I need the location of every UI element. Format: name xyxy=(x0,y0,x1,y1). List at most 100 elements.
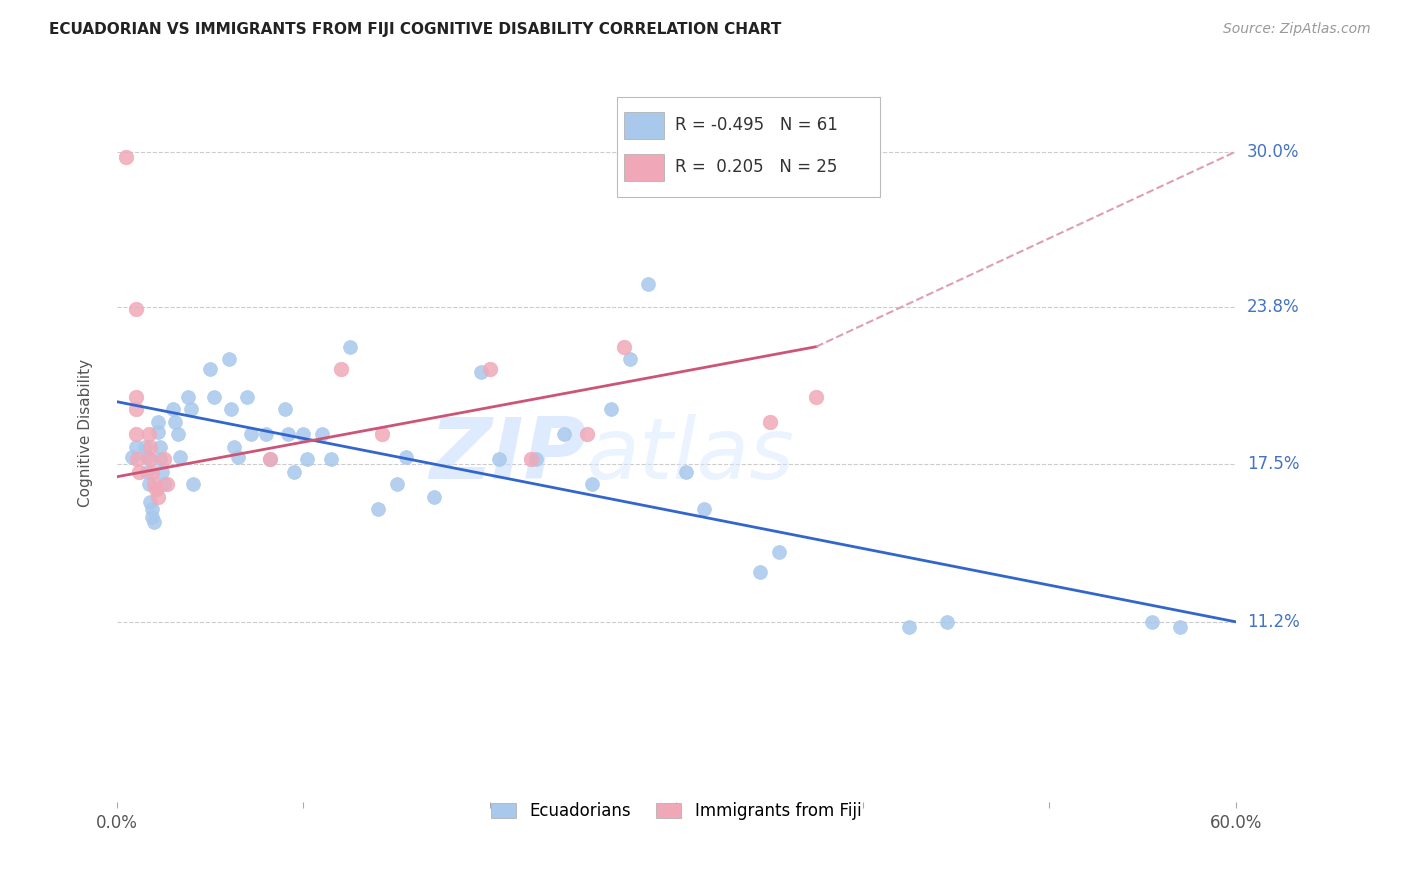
Point xyxy=(581,477,603,491)
Point xyxy=(162,402,184,417)
Text: 30.0%: 30.0% xyxy=(1247,143,1299,161)
Point xyxy=(121,450,143,464)
Point xyxy=(526,452,548,467)
Point xyxy=(804,390,827,404)
Point xyxy=(169,450,191,464)
Point xyxy=(675,465,697,479)
Point xyxy=(1140,615,1163,629)
Point xyxy=(385,477,408,491)
Point xyxy=(146,425,169,439)
Point xyxy=(124,390,146,404)
Point xyxy=(124,427,146,442)
Point xyxy=(138,427,160,442)
Point xyxy=(619,352,641,367)
Point xyxy=(277,427,299,442)
Point xyxy=(139,495,162,509)
Point xyxy=(128,465,150,479)
Point xyxy=(470,365,492,379)
Point xyxy=(143,515,166,529)
Point xyxy=(177,390,200,404)
Point xyxy=(218,352,240,367)
Point xyxy=(224,440,246,454)
Point xyxy=(219,402,242,417)
Point xyxy=(145,482,167,496)
Point xyxy=(141,465,163,479)
Point xyxy=(478,362,501,376)
Point xyxy=(295,452,318,467)
Point xyxy=(134,440,156,454)
FancyBboxPatch shape xyxy=(624,112,664,138)
Point xyxy=(202,390,225,404)
Point xyxy=(139,440,162,454)
Point xyxy=(321,452,343,467)
Point xyxy=(935,615,957,629)
Legend: Ecuadorians, Immigrants from Fiji: Ecuadorians, Immigrants from Fiji xyxy=(485,796,868,827)
Point xyxy=(127,452,149,467)
Point xyxy=(152,452,174,467)
Point xyxy=(124,302,146,317)
Point xyxy=(283,465,305,479)
Point xyxy=(339,340,361,354)
Point xyxy=(292,427,315,442)
Point xyxy=(124,402,146,417)
FancyBboxPatch shape xyxy=(624,154,664,181)
Point xyxy=(167,427,190,442)
Point xyxy=(141,509,163,524)
Point xyxy=(311,427,333,442)
Point xyxy=(395,450,418,464)
Point xyxy=(226,450,249,464)
Point xyxy=(236,390,259,404)
Point xyxy=(149,440,172,454)
Point xyxy=(143,477,166,491)
Point xyxy=(124,440,146,454)
Point xyxy=(180,402,202,417)
Point xyxy=(163,415,186,429)
Point xyxy=(183,477,205,491)
Point xyxy=(488,452,510,467)
Point xyxy=(240,427,263,442)
Text: R = -0.495   N = 61: R = -0.495 N = 61 xyxy=(675,116,838,135)
Text: 17.5%: 17.5% xyxy=(1247,455,1299,474)
Point xyxy=(135,465,157,479)
Point xyxy=(150,465,173,479)
Point xyxy=(768,545,790,559)
Point xyxy=(1168,620,1191,634)
Point xyxy=(898,620,921,634)
Point xyxy=(254,427,277,442)
Point xyxy=(259,452,281,467)
Point xyxy=(152,477,174,491)
Point xyxy=(146,415,169,429)
Point xyxy=(135,450,157,464)
Point xyxy=(329,362,352,376)
Point xyxy=(146,490,169,504)
Point xyxy=(259,452,281,467)
Point xyxy=(156,477,179,491)
Point xyxy=(139,452,162,467)
Point xyxy=(149,452,172,467)
Point xyxy=(553,427,575,442)
Point xyxy=(600,402,623,417)
Text: atlas: atlas xyxy=(586,414,794,497)
Text: R =  0.205   N = 25: R = 0.205 N = 25 xyxy=(675,159,838,177)
Point xyxy=(758,415,780,429)
Point xyxy=(141,502,163,516)
FancyBboxPatch shape xyxy=(617,97,880,197)
Point xyxy=(367,502,389,516)
Text: 23.8%: 23.8% xyxy=(1247,298,1299,316)
Point xyxy=(423,490,446,504)
Y-axis label: Cognitive Disability: Cognitive Disability xyxy=(79,359,93,507)
Point xyxy=(138,477,160,491)
Point xyxy=(637,277,659,292)
Point xyxy=(273,402,295,417)
Point xyxy=(575,427,598,442)
Text: ZIP: ZIP xyxy=(429,414,586,497)
Point xyxy=(749,565,772,579)
Point xyxy=(520,452,543,467)
Point xyxy=(115,150,138,164)
Text: Source: ZipAtlas.com: Source: ZipAtlas.com xyxy=(1223,22,1371,37)
Text: 11.2%: 11.2% xyxy=(1247,613,1299,631)
Point xyxy=(198,362,221,376)
Point xyxy=(370,427,392,442)
Point xyxy=(613,340,636,354)
Text: ECUADORIAN VS IMMIGRANTS FROM FIJI COGNITIVE DISABILITY CORRELATION CHART: ECUADORIAN VS IMMIGRANTS FROM FIJI COGNI… xyxy=(49,22,782,37)
